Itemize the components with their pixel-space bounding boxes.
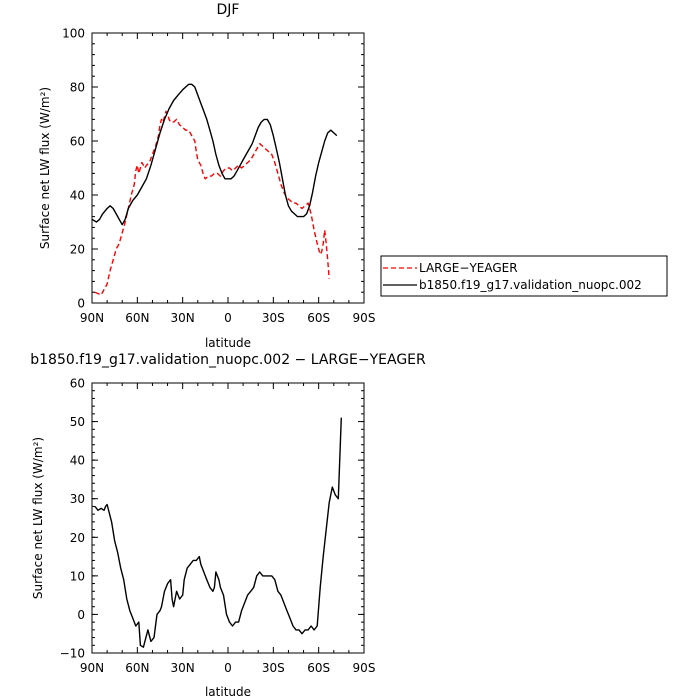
top-xtick-label: 90S	[353, 311, 376, 325]
top-xtick-label: 30S	[262, 311, 285, 325]
top-ytick-label: 20	[70, 243, 85, 257]
top-xtick-label: 30N	[171, 311, 195, 325]
top-xtick-label: 90N	[80, 311, 104, 325]
top-ytick-label: 100	[62, 27, 85, 41]
top-series-line-0	[94, 110, 330, 296]
bottom-xtick-label: 90S	[353, 661, 376, 675]
bottom-xtick-label: 30S	[262, 661, 285, 675]
bottom-ytick-label: 50	[70, 415, 85, 429]
legend: LARGE−YEAGER b1850.f19_g17.validation_nu…	[380, 255, 668, 297]
top-xlabel: latitude	[205, 336, 251, 350]
top-xtick-label: 60N	[125, 311, 149, 325]
top-ylabel: Surface net LW flux (W/m²)	[38, 87, 52, 249]
bottom-xtick-label: 60S	[307, 661, 330, 675]
bottom-title: b1850.f19_g17.validation_nuopc.002 − LAR…	[30, 352, 426, 368]
bottom-ytick-label: 20	[70, 531, 85, 545]
bottom-ytick-label: 30	[70, 492, 85, 506]
top-ytick-label: 0	[77, 297, 85, 311]
bottom-ytick-label: −10	[60, 647, 85, 661]
top-xtick-label: 60S	[307, 311, 330, 325]
bottom-ytick-label: 0	[77, 608, 85, 622]
bottom-ytick-label: 60	[70, 377, 85, 391]
bottom-ylabel: Surface net LW flux (W/m²)	[31, 437, 45, 599]
top-title: DJF	[217, 2, 240, 18]
legend-box	[380, 255, 668, 297]
bottom-xtick-label: 30N	[171, 661, 195, 675]
bottom-series-line-0	[94, 417, 342, 648]
bottom-xtick-label: 90N	[80, 661, 104, 675]
legend-label-b1850: b1850.f19_g17.validation_nuopc.002	[419, 278, 642, 292]
bottom-ytick-label: 40	[70, 454, 85, 468]
bottom-xtick-label: 60N	[125, 661, 149, 675]
bottom-ytick-label: 10	[70, 569, 85, 583]
bottom-xtick-label: 0	[224, 661, 232, 675]
top-ytick-label: 60	[70, 135, 85, 149]
top-ytick-label: 80	[70, 81, 85, 95]
bottom-xlabel: latitude	[205, 685, 251, 699]
top-panel: DJF 90N 60N 30N 0 30S 60S 90S 0 20 40 60 80 100 lati…	[38, 2, 668, 350]
top-series-line-1	[91, 83, 338, 226]
bottom-plot-frame	[91, 382, 365, 654]
bottom-panel: b1850.f19_g17.validation_nuopc.002 − LAR…	[30, 352, 426, 699]
top-ytick-label: 40	[70, 189, 85, 203]
top-xtick-label: 0	[224, 311, 232, 325]
legend-label-large-yeager: LARGE−YEAGER	[419, 261, 518, 275]
